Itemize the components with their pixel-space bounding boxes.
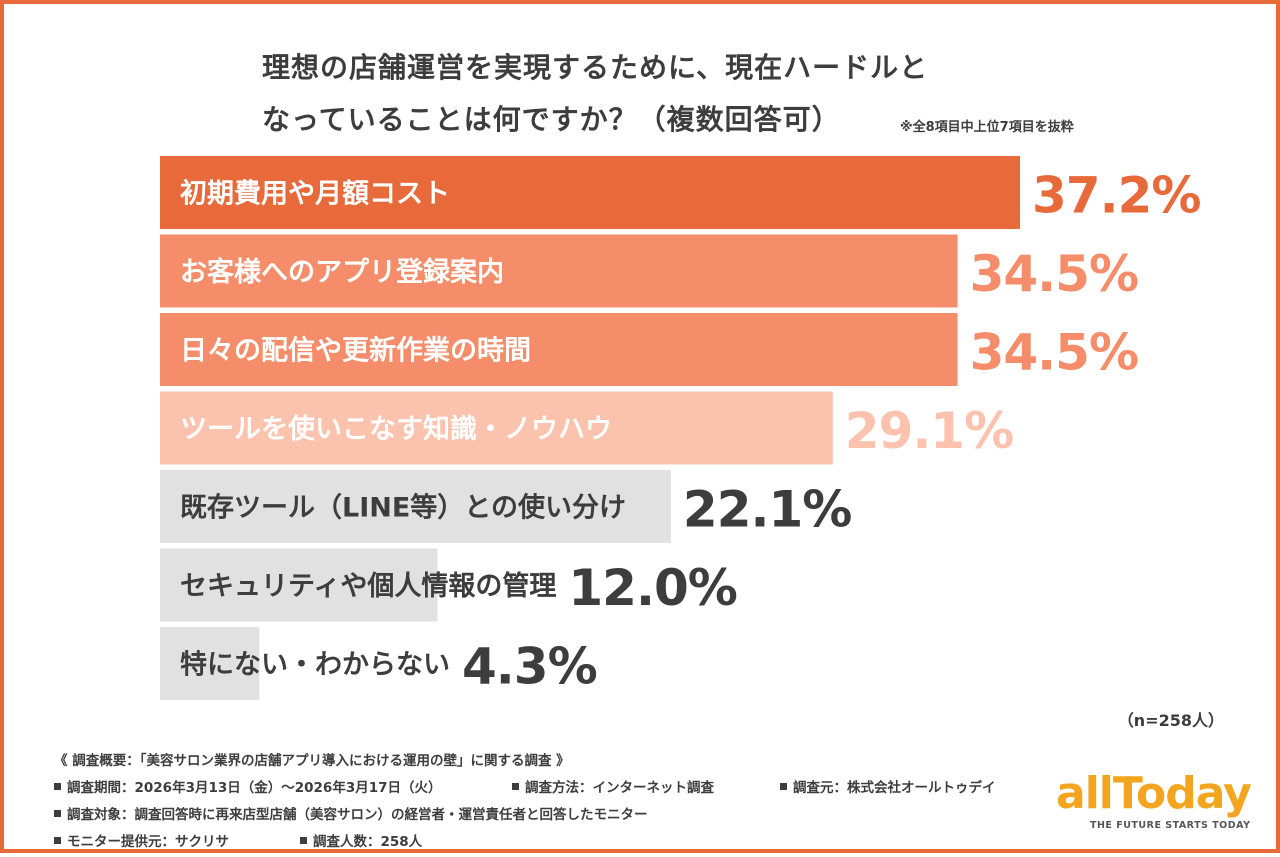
value-label-4: 29.1% — [845, 402, 1013, 460]
bar-2 — [160, 234, 958, 308]
logo-wordmark: allToday — [1056, 768, 1252, 819]
chart-title-line2: なっていることは何ですか？（複数回答可） — [262, 103, 841, 136]
survey-count: 調査人数：258人 — [300, 830, 422, 850]
survey-period: 調査期間：2026年3月13日（金）〜2026年3月17日（火） — [54, 776, 442, 796]
value-label-6: 12.0% — [568, 559, 736, 617]
bar-label-7: 特にない・わからない — [180, 650, 450, 681]
bar-label-5: 既存ツール（LINE等）との使い分け — [180, 492, 626, 524]
chart-note: ※全8項目中上位7項目を抜粋 — [900, 120, 1074, 135]
bar-chart: 初期費用や月額コスト 37.2% お客様へのアプリ登録案内 34.5% 日々の配信や更新… — [160, 156, 1201, 700]
bar-label-2: お客様へのアプリ登録案内 — [180, 256, 504, 288]
sample-size: （n=258人） — [1117, 711, 1224, 730]
survey-provider: モニター提供元：サクリサ — [54, 830, 229, 850]
value-label-7: 4.3% — [462, 638, 597, 696]
value-label-2: 34.5% — [970, 245, 1138, 303]
survey-source: 調査元：株式会社オールトゥデイ — [780, 776, 996, 796]
bar-6 — [160, 548, 438, 622]
bar-label-4: ツールを使いこなす知識・ノウハウ — [180, 414, 612, 445]
logo-tagline: THE FUTURE STARTS TODAY — [1090, 820, 1251, 831]
survey-method: 調査方法：インターネット調査 — [512, 776, 714, 796]
alltoday-logo: allToday THE FUTURE STARTS TODAY — [1056, 772, 1262, 836]
bar-1 — [160, 156, 1020, 229]
bar-label-1: 初期費用や月額コスト — [180, 179, 450, 210]
bar-label-6: セキュリティや個人情報の管理 — [180, 571, 556, 602]
bar-4 — [160, 391, 833, 465]
survey-target: 調査対象：調査回答時に再来店型店舗（美容サロン）の経営者・運営責任者と回答したモ… — [54, 803, 648, 823]
survey-overview: 《 調査概要：「美容サロン業界の店舗アプリ導入における運用の壁」に関する調査 》 — [54, 753, 570, 769]
bar-label-3: 日々の配信や更新作業の時間 — [180, 335, 531, 367]
bar-7 — [160, 627, 260, 700]
value-label-3: 34.5% — [970, 324, 1138, 382]
chart-title-line1: 理想の店舗運営を実現するために、現在ハードルと — [262, 51, 929, 84]
bar-3 — [160, 313, 958, 386]
bar-5 — [160, 470, 671, 543]
value-label-1: 37.2% — [1032, 167, 1200, 225]
value-label-5: 22.1% — [683, 481, 851, 539]
